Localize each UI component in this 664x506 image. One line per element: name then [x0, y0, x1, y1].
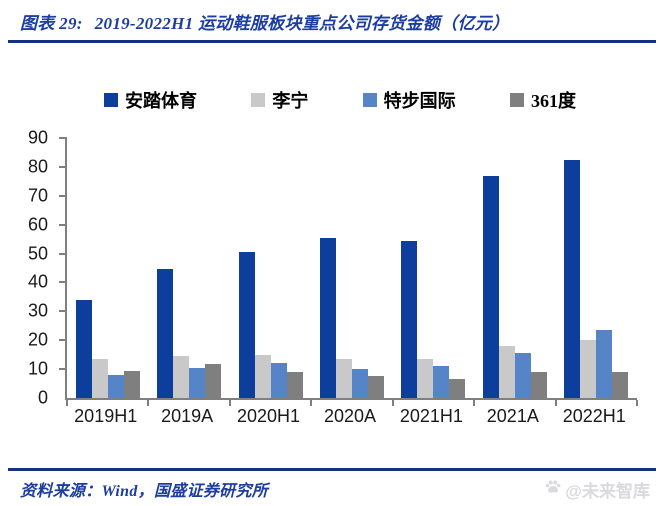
paw-icon — [544, 478, 562, 501]
bar-lining-2020H1 — [254, 355, 271, 398]
y-tick-80 — [59, 165, 67, 168]
y-tick-label-50: 50 — [27, 243, 48, 264]
bar-lining-2019H1 — [91, 359, 108, 398]
watermark-text: @未来智库 — [565, 482, 650, 501]
x-axis-label-2019A: 2019A — [161, 406, 214, 426]
source-text: 资料来源：Wind，国盛证券研究所 — [20, 483, 269, 500]
legend-label-lining: 李宁 — [272, 91, 309, 111]
bar-xtep-2020H1 — [270, 363, 287, 398]
y-tick-60 — [59, 223, 67, 226]
y-tick-label-80: 80 — [27, 156, 48, 177]
x-axis-labels: 2019H1 2019A 2020H1 2020A 2021H1 2021A 2022H1 — [65, 406, 635, 427]
bar-xtep-2019H1 — [107, 375, 124, 398]
y-tick-20 — [59, 339, 67, 342]
x-tick-7 — [636, 400, 638, 406]
x-tick-2 — [228, 400, 231, 406]
legend-item-xtep: 特步国际 — [362, 87, 456, 113]
bar-lining-2019A — [173, 356, 190, 398]
y-tick-label-70: 70 — [27, 185, 48, 206]
y-tick-label-10: 10 — [27, 358, 48, 379]
x-tick-5 — [473, 400, 476, 406]
y-tick-40 — [59, 281, 67, 284]
bar-xtep-2021H1 — [433, 366, 450, 398]
bar-lining-2021A — [498, 346, 515, 398]
x-axis-label-2021A: 2021A — [486, 406, 539, 426]
bar-361deg-2022H1 — [612, 372, 629, 398]
bar-anta-2020A — [319, 238, 336, 398]
x-axis-label-2020H1: 2020H1 — [237, 406, 301, 426]
legend-swatch-lining — [251, 93, 266, 107]
legend-swatch-361deg — [509, 93, 524, 107]
bar-anta-2022H1 — [564, 160, 581, 398]
bar-anta-2021H1 — [401, 241, 418, 398]
bar-group-2021A — [474, 138, 555, 398]
bar-anta-2020H1 — [238, 252, 255, 398]
bar-361deg-2019H1 — [123, 371, 140, 398]
legend-item-361deg: 361度 — [509, 87, 576, 113]
figure-number-label: 图表 29: — [20, 14, 83, 33]
bar-group-2020A — [311, 138, 392, 398]
bar-series-area — [67, 138, 637, 398]
y-tick-30 — [59, 310, 67, 313]
legend-swatch-xtep — [362, 93, 377, 107]
bar-group-2019A — [148, 138, 229, 398]
y-tick-90 — [59, 137, 67, 139]
y-tick-label-30: 30 — [27, 300, 48, 321]
bar-group-2022H1 — [556, 138, 637, 398]
x-axis-label-2022H1: 2022H1 — [562, 406, 626, 426]
bar-361deg-2021A — [530, 372, 547, 398]
y-tick-70 — [59, 194, 67, 197]
y-tick-50 — [59, 252, 67, 255]
bar-xtep-2019A — [189, 368, 206, 398]
watermark: @未来智库 — [544, 477, 650, 502]
title-divider — [8, 40, 656, 43]
x-axis-label-2021H1: 2021H1 — [399, 406, 463, 426]
legend-item-anta: 安踏体育 — [104, 87, 197, 113]
footer-divider — [8, 468, 656, 471]
bar-lining-2022H1 — [580, 340, 597, 398]
y-tick-label-60: 60 — [27, 214, 48, 235]
chart-legend: 安踏体育 李宁 特步国际 361度 — [104, 87, 576, 113]
y-axis-labels: 0 10 20 30 40 50 60 70 80 90 — [0, 128, 50, 408]
legend-label-361deg: 361度 — [530, 91, 576, 111]
bar-361deg-2021H1 — [449, 379, 466, 398]
x-axis-label-2019H1: 2019H1 — [74, 406, 138, 426]
bar-xtep-2020A — [351, 369, 368, 398]
x-tick-0 — [66, 400, 68, 406]
legend-item-lining: 李宁 — [251, 87, 308, 113]
bar-xtep-2021A — [514, 353, 531, 398]
bar-xtep-2022H1 — [596, 330, 613, 398]
x-tick-4 — [391, 400, 394, 406]
bar-anta-2019A — [157, 269, 174, 398]
figure-title: 图表 29: 2019-2022H1 运动鞋服板块重点公司存货金额（亿元） — [20, 9, 654, 34]
y-tick-label-90: 90 — [27, 127, 48, 148]
y-tick-10 — [59, 368, 67, 371]
bar-anta-2021A — [482, 176, 499, 398]
bar-lining-2021H1 — [417, 359, 434, 398]
x-tick-6 — [554, 400, 557, 406]
bar-361deg-2020H1 — [286, 372, 303, 398]
x-axis-label-2020A: 2020A — [323, 406, 376, 426]
plot-area — [59, 137, 638, 406]
bar-lining-2020A — [335, 359, 352, 398]
y-tick-label-20: 20 — [27, 329, 48, 350]
bar-group-2019H1 — [67, 138, 148, 398]
x-tick-3 — [310, 400, 313, 406]
legend-swatch-anta — [104, 93, 118, 107]
bar-group-2021H1 — [393, 138, 474, 398]
bar-361deg-2020A — [367, 376, 384, 398]
bar-361deg-2019A — [205, 364, 222, 398]
y-tick-label-40: 40 — [27, 271, 48, 292]
legend-label-xtep: 特步国际 — [383, 91, 456, 111]
figure-title-text: 2019-2022H1 运动鞋服板块重点公司存货金额（亿元） — [94, 14, 510, 33]
bar-group-2020H1 — [230, 138, 311, 398]
bar-anta-2019H1 — [75, 300, 92, 398]
y-tick-label-0: 0 — [37, 387, 48, 408]
x-tick-1 — [147, 400, 150, 406]
legend-label-anta: 安踏体育 — [125, 91, 197, 111]
